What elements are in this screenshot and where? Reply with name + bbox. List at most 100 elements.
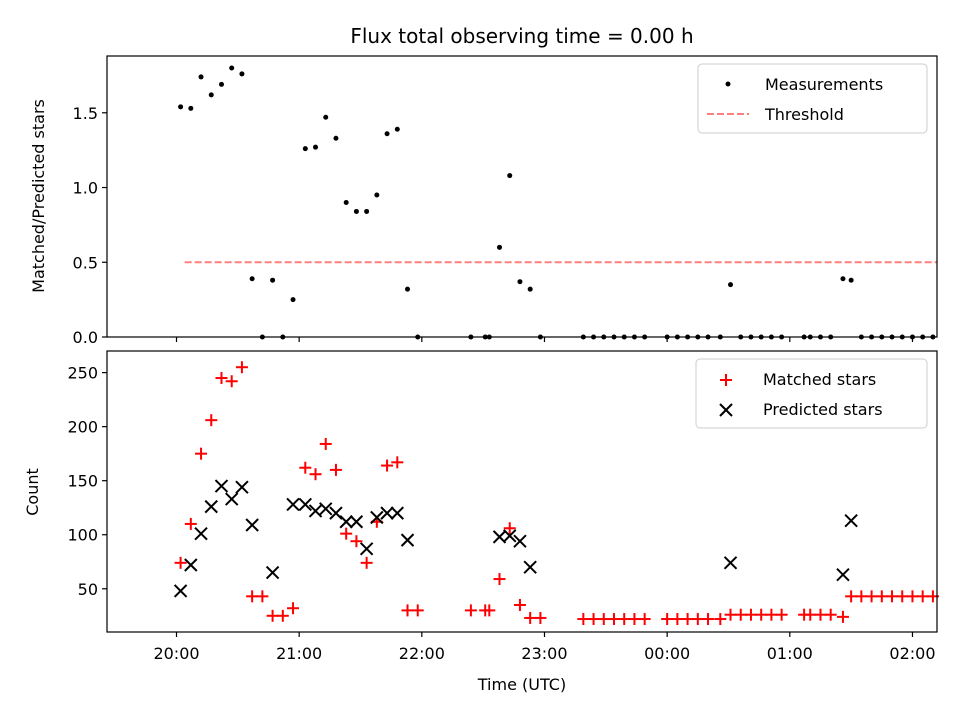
measurement-point <box>728 282 734 288</box>
predicted-star-point <box>370 510 384 525</box>
measurement-point <box>517 279 523 285</box>
measurement-point <box>840 276 846 282</box>
predicted-star-point <box>298 497 313 512</box>
matched-star-point <box>597 613 610 626</box>
measurement-point <box>198 74 204 80</box>
matched-star-point <box>681 613 694 626</box>
matched-star-point <box>628 613 641 626</box>
matched-star-point <box>587 613 600 626</box>
measurement-point <box>229 65 235 71</box>
matched-star-point <box>235 361 248 374</box>
predicted-star-point <box>173 584 188 598</box>
count-y-tick-label: 150 <box>67 472 98 491</box>
matched-star-point <box>401 604 414 617</box>
predicted-star-point <box>286 497 300 512</box>
matched-star-point <box>875 590 888 603</box>
matched-star-point <box>205 414 218 427</box>
measurement-point <box>290 297 296 303</box>
matched-star-point <box>329 463 342 476</box>
matched-star-point <box>765 608 778 621</box>
matched-star-point <box>340 527 353 540</box>
chart-title: Flux total observing time = 0.00 h <box>350 24 693 48</box>
matched-star-point <box>287 602 300 615</box>
legend-matched-label: Matched stars <box>763 370 876 389</box>
matched-star-point <box>256 590 269 603</box>
ratio-y-tick-label: 0.0 <box>73 328 98 347</box>
legend-predicted-marker <box>719 403 733 417</box>
x-axis-label: Time (UTC) <box>477 675 566 694</box>
ratio-y-axis-label: Matched/Predicted stars <box>29 99 48 293</box>
ratio-y-tick-label: 1.5 <box>73 104 98 123</box>
measurement-point <box>249 276 255 282</box>
count-y-tick-label: 250 <box>67 364 98 383</box>
count-x-tick-label: 02:00 <box>889 644 935 663</box>
matched-star-point <box>309 468 322 481</box>
matched-star-point <box>886 590 899 603</box>
measurement-point <box>302 146 308 152</box>
matched-star-point <box>391 456 404 469</box>
matched-star-point <box>360 556 373 569</box>
measurement-point <box>497 244 503 250</box>
predicted-star-point <box>390 506 405 520</box>
predicted-star-point <box>329 506 343 520</box>
matched-star-point <box>266 609 279 622</box>
count-y-tick-label: 200 <box>67 418 98 437</box>
matched-star-point <box>524 611 537 624</box>
legend-measurements-marker <box>725 81 731 87</box>
ratio-legend-box <box>697 63 928 134</box>
matched-star-point <box>483 604 496 617</box>
count-legend: Matched stars Predicted stars <box>695 358 928 429</box>
count-x-tick-label: 22:00 <box>399 644 445 663</box>
count-plot-marks <box>173 361 939 626</box>
predicted-star-point <box>844 513 858 528</box>
matched-star-point <box>276 609 289 622</box>
ratio-y-tick-label: 1.0 <box>73 179 98 198</box>
predicted-star-point <box>513 534 527 548</box>
measurement-point <box>384 131 390 137</box>
predicted-star-point <box>245 518 259 532</box>
matched-star-point <box>493 573 506 586</box>
matched-star-point <box>724 608 737 621</box>
matched-star-point <box>845 590 858 603</box>
matched-star-point <box>174 556 187 569</box>
measurement-point <box>178 104 184 110</box>
matched-star-point <box>661 613 674 626</box>
matched-star-point <box>755 608 768 621</box>
count-plot-frame <box>106 350 938 633</box>
count-y-tick-label: 100 <box>67 526 98 545</box>
matched-star-point <box>299 461 312 474</box>
predicted-star-point <box>723 556 738 570</box>
matched-star-point <box>246 590 259 603</box>
matched-star-point <box>503 522 516 535</box>
matched-star-point <box>577 613 590 626</box>
measurement-point <box>527 286 533 292</box>
predicted-star-point <box>204 499 218 514</box>
matched-star-point <box>618 613 631 626</box>
matched-star-point <box>865 590 878 603</box>
measurement-point <box>208 92 214 98</box>
predicted-star-point <box>400 533 415 547</box>
predicted-star-point <box>523 560 537 574</box>
measurement-point <box>507 173 513 179</box>
matched-star-point <box>824 608 837 621</box>
predicted-star-point <box>184 558 198 572</box>
measurement-point <box>374 192 380 198</box>
count-y-ticks: 50 100 150 200 250 <box>67 364 107 599</box>
matched-star-point <box>814 608 827 621</box>
measurement-point <box>848 277 854 283</box>
matched-star-point <box>607 613 620 626</box>
count-x-tick-label: 23:00 <box>521 644 567 663</box>
matched-star-point <box>896 590 909 603</box>
predicted-star-point <box>503 529 517 543</box>
predicted-star-point <box>194 526 208 541</box>
matched-star-point <box>319 437 332 450</box>
matched-star-point <box>638 613 651 626</box>
legend-measurements-label: Measurements <box>765 75 883 94</box>
count-x-tick-label: 01:00 <box>767 644 813 663</box>
matched-star-point <box>804 608 817 621</box>
predicted-star-point <box>224 492 239 506</box>
legend-predicted-label: Predicted stars <box>763 400 883 419</box>
matched-star-point <box>411 604 424 617</box>
ratio-y-tick-label: 0.5 <box>73 253 98 272</box>
measurement-point <box>270 277 276 283</box>
